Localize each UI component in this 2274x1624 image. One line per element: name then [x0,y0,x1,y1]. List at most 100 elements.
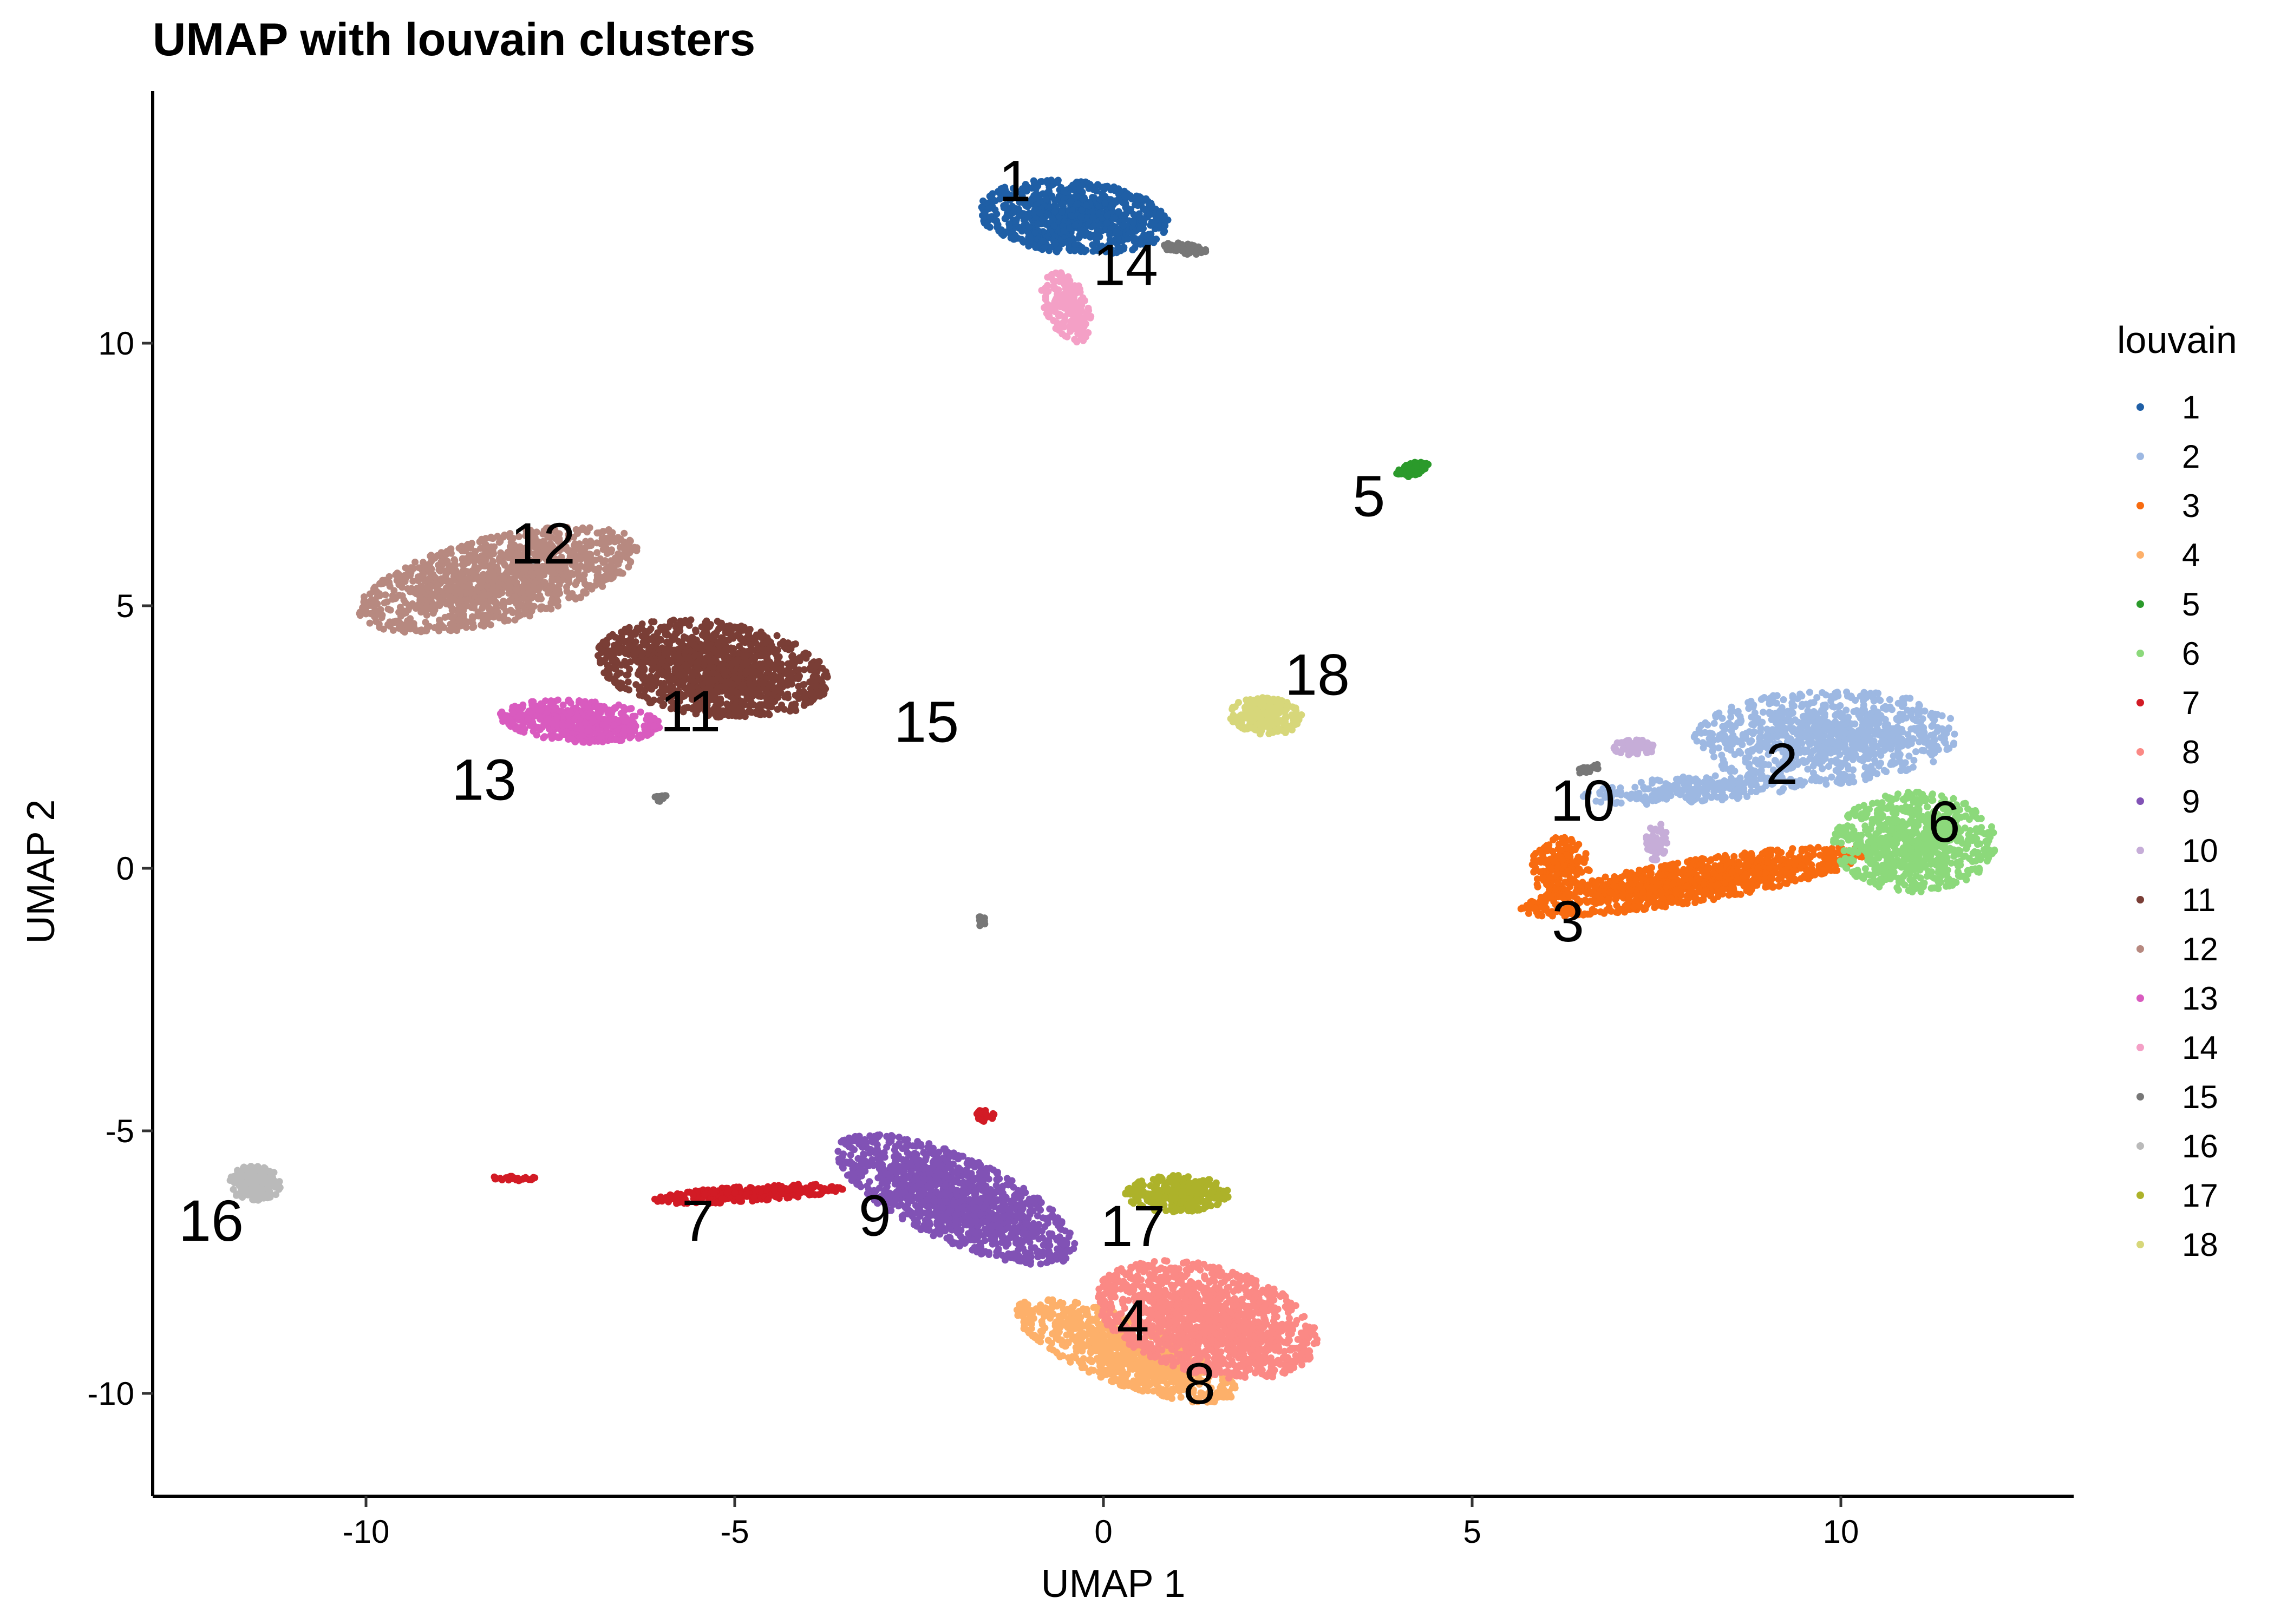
point [1041,1304,1049,1312]
point [1842,706,1850,714]
point [1120,199,1127,207]
point [1767,698,1774,705]
point [1900,849,1908,857]
point [1658,889,1666,896]
point [1706,729,1714,737]
point [1950,739,1958,747]
point [1673,776,1680,783]
point [1089,208,1096,215]
point [1868,741,1876,748]
point [1822,718,1830,726]
point [1671,862,1678,870]
point [1727,768,1734,775]
point [1715,709,1723,717]
point [1573,871,1581,879]
series-1-points [978,176,1172,257]
point [1025,223,1033,231]
point [1768,846,1775,854]
point [1686,890,1694,898]
point [1623,791,1630,799]
point [1780,696,1787,703]
point [1083,201,1090,209]
point [1817,776,1825,783]
point [1592,879,1600,886]
point [1726,890,1734,898]
point [1078,206,1086,214]
point [1032,185,1040,193]
point [1087,1366,1095,1374]
point [1161,222,1169,230]
point [1019,197,1027,205]
point [1055,1328,1063,1335]
point [1135,195,1143,203]
point [1748,748,1756,755]
point [1748,868,1755,876]
point [1847,831,1855,839]
point [1554,880,1562,887]
point [1064,1354,1072,1361]
point [1650,894,1658,902]
point [1073,179,1080,186]
point [986,193,994,200]
point [1107,1333,1115,1341]
point [1895,878,1903,886]
point [1140,1364,1147,1371]
point [1106,1363,1114,1371]
point [1000,204,1008,212]
point [1827,693,1835,700]
point [1841,771,1848,779]
point [986,214,994,221]
point [1841,729,1849,737]
point [1118,1370,1125,1377]
point [1964,805,1971,813]
point [1844,813,1851,820]
point [1536,868,1544,875]
point [1100,1331,1107,1339]
point [1636,866,1643,874]
point [1827,867,1835,874]
point [1155,1368,1162,1376]
point [1935,746,1942,754]
point [1397,468,1404,476]
point [1757,725,1765,732]
point [1534,883,1541,890]
point [1940,737,1948,745]
point [1646,865,1654,872]
point [1910,757,1918,764]
point [1644,796,1651,803]
point [1093,187,1100,195]
point [1825,763,1832,770]
point [1795,718,1802,726]
point [1148,235,1156,243]
point [1582,850,1590,857]
point [1815,716,1823,723]
point [1532,850,1539,857]
point [1860,728,1867,736]
point [1827,749,1834,757]
point [1697,722,1705,729]
point [1816,852,1824,859]
point [1824,849,1832,856]
point [1091,1317,1099,1324]
point [1064,1306,1071,1313]
point [1947,715,1954,722]
point [1904,706,1911,714]
point [1024,1309,1032,1317]
point [1941,731,1949,738]
point [1059,222,1067,230]
plot-area [226,176,1998,1406]
point [1088,183,1096,191]
point [1808,713,1816,721]
point [1820,726,1828,734]
point [1811,759,1819,767]
point [1751,767,1759,775]
point [1699,739,1707,746]
point [1740,733,1747,740]
point [1058,208,1066,216]
point [1775,731,1783,739]
point [1737,890,1744,898]
point [1745,753,1753,761]
point [1718,715,1726,722]
point [1045,188,1053,195]
point [1864,769,1871,777]
